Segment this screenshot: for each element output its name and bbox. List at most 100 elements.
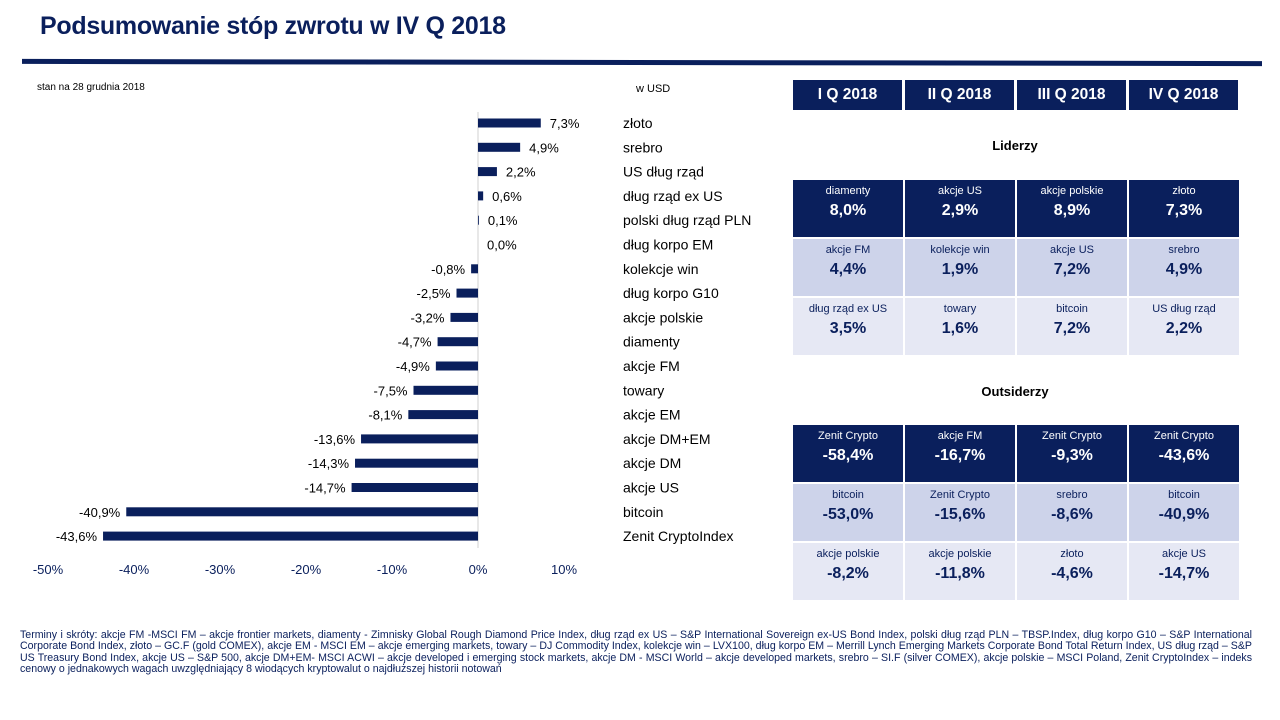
outsiders-cell: akcje US -14,7% (1129, 543, 1241, 602)
bar-value-label: -43,6% (56, 529, 98, 544)
return-value: -8,2% (827, 565, 869, 582)
quarter-header: I Q 2018 (793, 80, 902, 110)
category-label: US dług rząd (623, 164, 704, 180)
asset-name: złoto (1060, 548, 1084, 560)
return-value: -4,6% (1051, 565, 1093, 582)
leaders-cell: towary 1,6% (905, 298, 1017, 357)
bar-12 (408, 410, 478, 420)
x-tick-label: -30% (205, 562, 236, 577)
asset-name: złoto (1172, 185, 1196, 197)
leaders-title: Liderzy (992, 138, 1038, 153)
outsiders-cell: akcje FM -16,7% (905, 425, 1017, 484)
return-value: 7,2% (1053, 261, 1091, 278)
category-label: złoto (623, 115, 653, 131)
footnote-terms: Terminy i skróty: akcje FM -MSCI FM – ak… (20, 629, 1252, 676)
category-label: dług korpo G10 (623, 285, 719, 301)
leaders-cell: złoto 7,3% (1129, 180, 1241, 239)
asset-name: dług rząd ex US (808, 303, 888, 315)
leaders-cell: bitcoin 7,2% (1017, 298, 1129, 357)
bar-1 (478, 142, 521, 152)
return-value: -40,9% (1158, 506, 1210, 523)
asset-name: srebro (1056, 489, 1088, 501)
asset-name: akcje US (1049, 244, 1095, 256)
bar-value-label: -13,6% (314, 432, 356, 447)
return-value: -9,3% (1051, 447, 1093, 464)
outsiders-title: Outsiderzy (981, 384, 1049, 399)
bar-3 (478, 191, 484, 201)
x-tick-label: 10% (551, 562, 577, 577)
category-label: akcje polskie (623, 309, 703, 325)
category-label: polski dług rząd PLN (623, 212, 751, 228)
bar-2 (478, 167, 497, 177)
outsiders-cell: Zenit Crypto -9,3% (1017, 425, 1129, 484)
return-value: -43,6% (1158, 447, 1210, 464)
bar-13 (361, 434, 478, 444)
outsiders-cell: bitcoin -53,0% (793, 484, 905, 543)
asset-name: akcje polskie (928, 548, 992, 560)
bar-value-label: -3,2% (411, 310, 445, 325)
bar-10 (435, 361, 478, 371)
asset-name: akcje polskie (1040, 185, 1104, 197)
leaders-cell: diamenty 8,0% (793, 180, 905, 239)
bar-value-label: -2,5% (417, 286, 451, 301)
leaders-cell: US dług rząd 2,2% (1129, 298, 1241, 357)
leaders-cell: akcje US 7,2% (1017, 239, 1129, 298)
category-label: akcje DM+EM (623, 431, 711, 447)
leaders-cell: akcje FM 4,4% (793, 239, 905, 298)
asset-name: akcje US (1161, 548, 1207, 560)
page-title: Podsumowanie stóp zwrotu w IV Q 2018 (40, 12, 506, 40)
return-value: -8,6% (1051, 506, 1093, 523)
return-value: -14,7% (1158, 565, 1210, 582)
return-value: -58,4% (822, 447, 874, 464)
x-tick-label: 0% (469, 562, 488, 577)
outsiders-cell: Zenit Crypto -15,6% (905, 484, 1017, 543)
asset-name: akcje polskie (816, 548, 880, 560)
return-value: 4,4% (829, 261, 867, 278)
bar-value-label: 2,2% (506, 165, 536, 180)
category-label: akcje EM (623, 407, 681, 423)
outsiders-cell: Zenit Crypto -58,4% (793, 425, 905, 484)
return-value: 7,2% (1053, 320, 1091, 337)
bar-4 (478, 215, 479, 225)
asset-name: bitcoin (1168, 489, 1200, 501)
asset-name: kolekcje win (930, 244, 990, 256)
asset-name: srebro (1168, 244, 1200, 256)
leaders-cell: dług rząd ex US 3,5% (793, 298, 905, 357)
category-label: srebro (623, 139, 663, 155)
bar-6 (471, 264, 478, 274)
return-value: 8,0% (829, 202, 867, 219)
bar-14 (355, 458, 478, 468)
bar-0 (478, 118, 541, 128)
bar-value-label: -4,9% (396, 359, 430, 374)
category-label: towary (623, 382, 664, 398)
category-label: dług rząd ex US (623, 188, 723, 204)
x-tick-label: -50% (33, 562, 64, 577)
asset-name: Zenit Crypto (1042, 430, 1102, 442)
bar-value-label: 0,6% (492, 189, 522, 204)
outsiders-cell: akcje polskie -11,8% (905, 543, 1017, 602)
outsiders-cell: akcje polskie -8,2% (793, 543, 905, 602)
category-label: kolekcje win (623, 261, 698, 277)
return-value: -16,7% (934, 447, 986, 464)
as-of-date: stan na 28 grudnia 2018 (37, 82, 145, 93)
outsiders-cell: złoto -4,6% (1017, 543, 1129, 602)
asset-name: bitcoin (832, 489, 864, 501)
category-label: bitcoin (623, 504, 663, 520)
bar-11 (413, 385, 478, 395)
asset-name: diamenty (825, 185, 871, 197)
leaders-cell: srebro 4,9% (1129, 239, 1241, 298)
leaders-cell: akcje US 2,9% (905, 180, 1017, 239)
return-value: 1,6% (941, 320, 979, 337)
return-value: 4,9% (1165, 261, 1203, 278)
bar-value-label: 0,0% (487, 238, 517, 253)
asset-name: akcje US (937, 185, 983, 197)
asset-name: Zenit Crypto (1154, 430, 1214, 442)
asset-name: US dług rząd (1152, 303, 1216, 315)
return-value: 3,5% (829, 320, 867, 337)
bar-value-label: -8,1% (368, 408, 402, 423)
bar-value-label: -14,7% (304, 481, 346, 496)
category-label: akcje DM (623, 455, 681, 471)
return-value: -11,8% (935, 565, 985, 582)
return-value: 8,9% (1053, 202, 1091, 219)
currency-unit-label: w USD (636, 83, 671, 95)
